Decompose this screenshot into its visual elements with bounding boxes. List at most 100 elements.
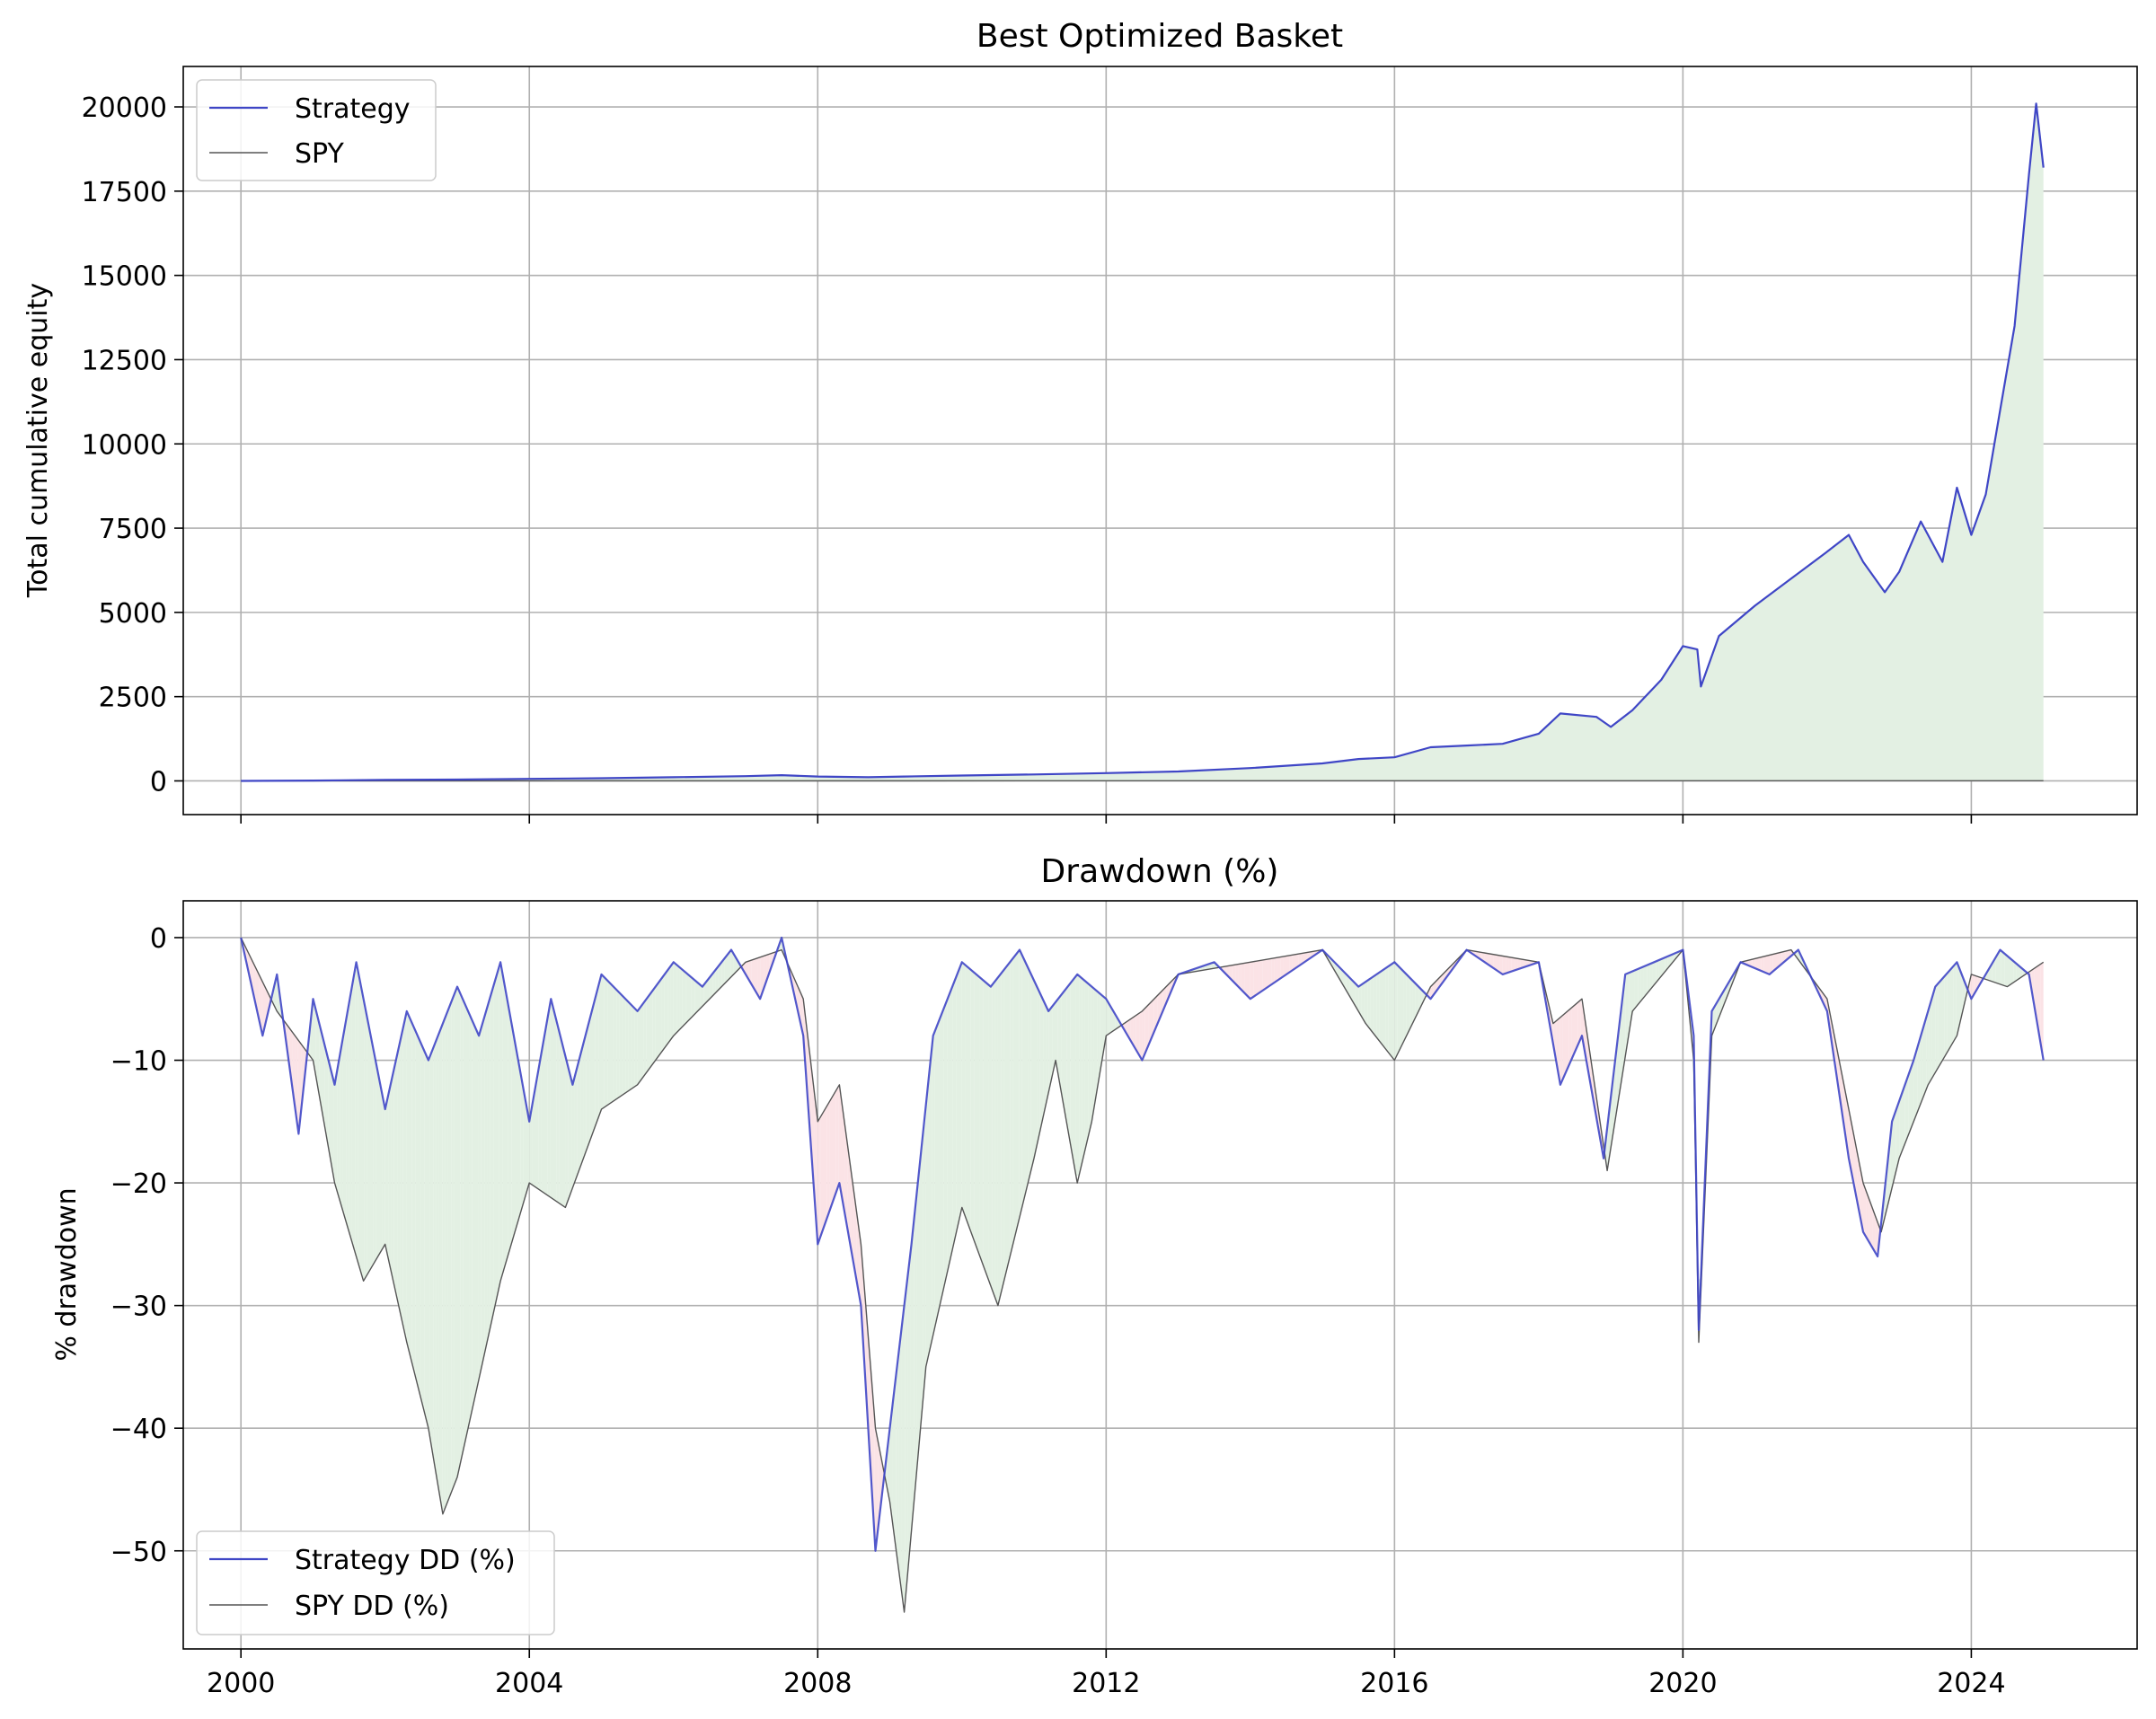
drawdown-y-tick-label: −20 bbox=[110, 1168, 167, 1200]
drawdown-fill-segment bbox=[1019, 950, 1022, 1220]
equity-y-tick-label: 20000 bbox=[82, 93, 167, 124]
equity-y-tick-label: 12500 bbox=[82, 345, 167, 376]
drawdown-fill-segment bbox=[968, 967, 971, 1232]
drawdown-fill-segment bbox=[1100, 993, 1103, 1071]
drawdown-fill-segment bbox=[1506, 956, 1509, 974]
drawdown-fill-segment bbox=[1061, 991, 1065, 1108]
drawdown-fill-segment bbox=[420, 1044, 425, 1412]
equity-y-tick-label: 2500 bbox=[99, 683, 167, 714]
drawdown-fill-segment bbox=[1586, 1031, 1590, 1080]
drawdown-fill-segment bbox=[1886, 1138, 1891, 1208]
equity-plot-frame bbox=[182, 66, 2138, 815]
drawdown-fill-segment bbox=[1057, 995, 1062, 1091]
drawdown-fill-segment bbox=[505, 988, 508, 1265]
drawdown-fill-segment bbox=[337, 1053, 340, 1202]
drawdown-fill-segment bbox=[613, 986, 617, 1101]
drawdown-fill-segment bbox=[1392, 962, 1395, 1061]
drawdown-fill-segment bbox=[391, 1068, 394, 1285]
drawdown-y-tick-label: 0 bbox=[150, 923, 167, 955]
drawdown-fill-segment bbox=[1028, 967, 1031, 1184]
drawdown-fill-segment bbox=[1268, 958, 1272, 987]
drawdown-fill-segment bbox=[914, 1192, 917, 1503]
drawdown-fill-segment bbox=[429, 1047, 434, 1458]
drawdown-fill-segment bbox=[847, 1146, 852, 1248]
drawdown-fill-segment bbox=[1039, 993, 1044, 1132]
drawdown-fill-segment bbox=[1515, 957, 1518, 971]
drawdown-fill-segment bbox=[388, 1081, 392, 1272]
drawdown-fill-segment bbox=[373, 1047, 376, 1265]
drawdown-fill-segment bbox=[1124, 1021, 1127, 1036]
drawdown-fill-segment bbox=[1575, 1002, 1578, 1053]
drawdown-fill-segment bbox=[715, 965, 719, 993]
drawdown-fill-segment bbox=[1490, 954, 1494, 969]
drawdown-fill-segment bbox=[592, 997, 596, 1134]
drawdown-fill-segment bbox=[1869, 1199, 1873, 1247]
drawdown-fill-segment bbox=[1929, 997, 1932, 1083]
drawdown-fill-segment bbox=[535, 1070, 539, 1189]
drawdown-fill-segment bbox=[1566, 1009, 1569, 1073]
drawdown-fill-segment bbox=[1593, 1072, 1596, 1115]
drawdown-fill-segment bbox=[2013, 961, 2017, 983]
x-tick-label: 2008 bbox=[783, 1668, 852, 1699]
drawdown-fill-segment bbox=[1073, 975, 1076, 1177]
drawdown-fill-segment bbox=[297, 1039, 302, 1130]
drawdown-fill-segment bbox=[997, 974, 1002, 1306]
drawdown-fill-segment bbox=[349, 985, 352, 1243]
drawdown-fill-segment bbox=[523, 1088, 526, 1203]
drawdown-chart-title: Drawdown (%) bbox=[1041, 853, 1279, 890]
drawdown-fill-segment bbox=[625, 999, 629, 1093]
drawdown-fill-segment bbox=[586, 1020, 590, 1150]
drawdown-fill-segment bbox=[679, 967, 683, 1030]
drawdown-fill-segment bbox=[1166, 983, 1170, 1003]
drawdown-fill-segment bbox=[565, 1056, 569, 1208]
strategy-equity-fill bbox=[241, 103, 2044, 781]
drawdown-fill-segment bbox=[712, 969, 716, 996]
drawdown-fill-segment bbox=[728, 950, 731, 981]
drawdown-fill-segment bbox=[988, 984, 993, 1290]
drawdown-fill-segment bbox=[709, 974, 713, 1000]
drawdown-fill-segment bbox=[562, 1044, 566, 1208]
equity-legend-box bbox=[196, 79, 437, 181]
drawdown-fill-segment bbox=[905, 1274, 908, 1606]
drawdown-fill-segment bbox=[1418, 986, 1422, 1011]
drawdown-fill-segment bbox=[1364, 980, 1368, 1027]
drawdown-fill-segment bbox=[896, 1351, 899, 1571]
drawdown-fill-segment bbox=[544, 1019, 548, 1195]
drawdown-fill-segment bbox=[502, 972, 506, 1275]
drawdown-fill-segment bbox=[346, 1002, 349, 1232]
drawdown-fill-segment bbox=[796, 983, 800, 1019]
equity-axis-ticks: 0 2500 5000 7500 10000 12500 15000 17500 20000 bbox=[82, 93, 1973, 824]
drawdown-fill-segment bbox=[1758, 956, 1762, 971]
drawdown-fill-segment bbox=[601, 974, 605, 1110]
drawdown-fill-segment bbox=[1611, 1071, 1614, 1149]
drawdown-fill-segment bbox=[643, 999, 647, 1077]
drawdown-fill-segment bbox=[1012, 954, 1016, 1245]
drawdown-fill-segment bbox=[1046, 1006, 1049, 1105]
drawdown-fill-segment bbox=[1488, 953, 1491, 966]
drawdown-fill-segment bbox=[2001, 950, 2005, 986]
drawdown-fill-segment bbox=[442, 1017, 446, 1511]
drawdown-fill-segment bbox=[1337, 965, 1341, 981]
drawdown-fill-segment bbox=[2016, 964, 2019, 981]
drawdown-fill-segment bbox=[664, 970, 668, 1048]
drawdown-fill-segment bbox=[1135, 1013, 1140, 1055]
drawdown-fill-segment bbox=[952, 977, 957, 1247]
legend-strategy-label: Strategy bbox=[295, 93, 411, 125]
drawdown-fill-segment bbox=[379, 1079, 383, 1255]
drawdown-fill-segment bbox=[811, 1070, 815, 1201]
drawdown-fill-segment bbox=[851, 1168, 854, 1265]
drawdown-fill-segment bbox=[1754, 957, 1758, 970]
drawdown-fill-segment bbox=[1238, 964, 1241, 990]
drawdown-fill-segment bbox=[757, 956, 761, 998]
drawdown-fill-segment bbox=[358, 971, 361, 1274]
drawdown-fill-segment bbox=[1148, 1001, 1152, 1046]
drawdown-fill-segment bbox=[961, 962, 966, 1216]
drawdown-fill-segment bbox=[2040, 962, 2044, 1061]
drawdown-fill-segment bbox=[1066, 983, 1071, 1142]
drawdown-fill-segment bbox=[826, 1101, 830, 1219]
drawdown-fill-segment bbox=[1055, 999, 1058, 1074]
drawdown-fill-segment bbox=[994, 977, 998, 1306]
drawdown-fill-segment bbox=[817, 1116, 821, 1245]
drawdown-fill-segment bbox=[1142, 1008, 1145, 1061]
drawdown-fill-segment bbox=[367, 1017, 370, 1275]
